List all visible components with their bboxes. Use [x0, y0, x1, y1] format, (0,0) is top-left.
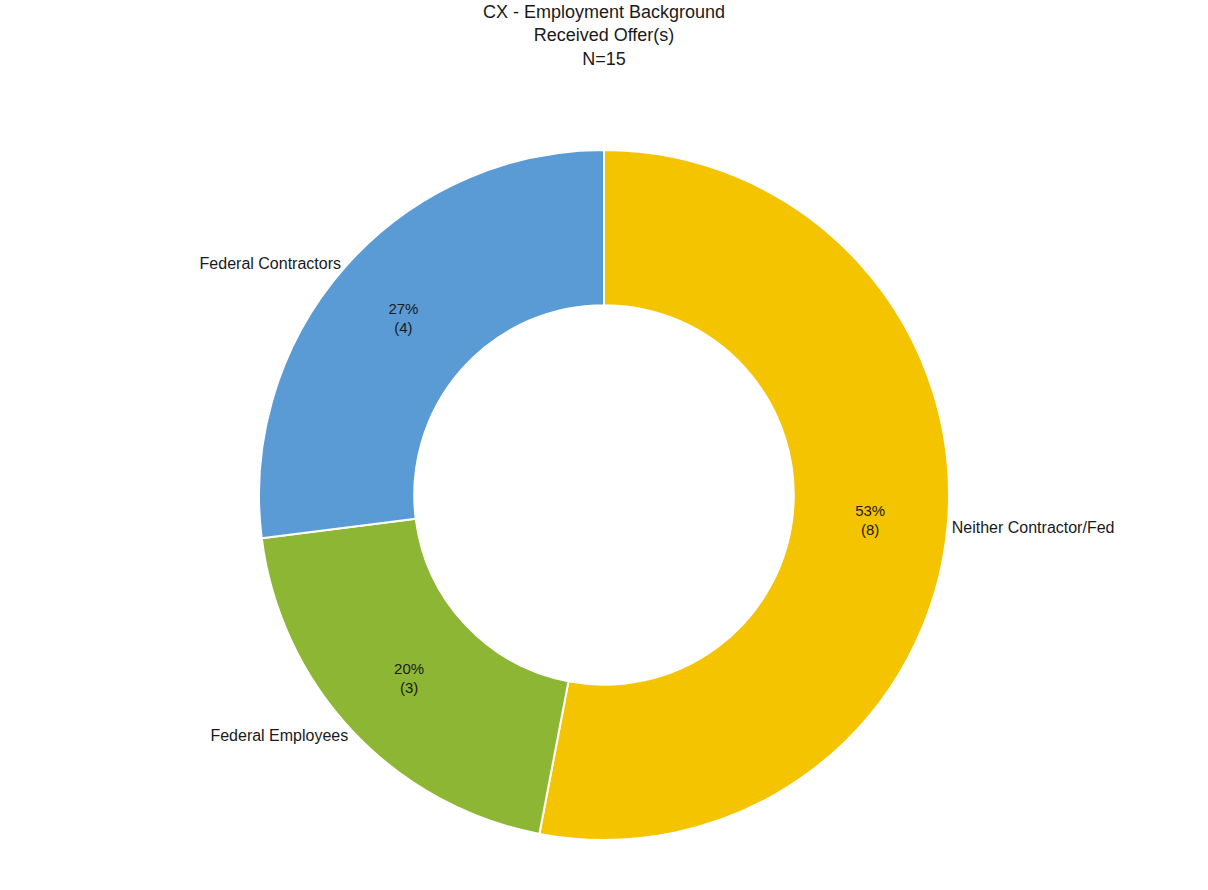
- svg-text:CX - Employment BackgroundRece: CX - Employment BackgroundReceived Offer…: [483, 2, 725, 69]
- svg-text:53%(8): 53%(8): [855, 502, 885, 539]
- svg-text:Federal Employees: Federal Employees: [210, 727, 348, 744]
- svg-text:Neither Contractor/Fed: Neither Contractor/Fed: [952, 519, 1115, 536]
- svg-text:27%(4): 27%(4): [388, 300, 418, 337]
- svg-text:Federal Contractors: Federal Contractors: [200, 255, 341, 272]
- svg-text:20%(3): 20%(3): [394, 660, 424, 697]
